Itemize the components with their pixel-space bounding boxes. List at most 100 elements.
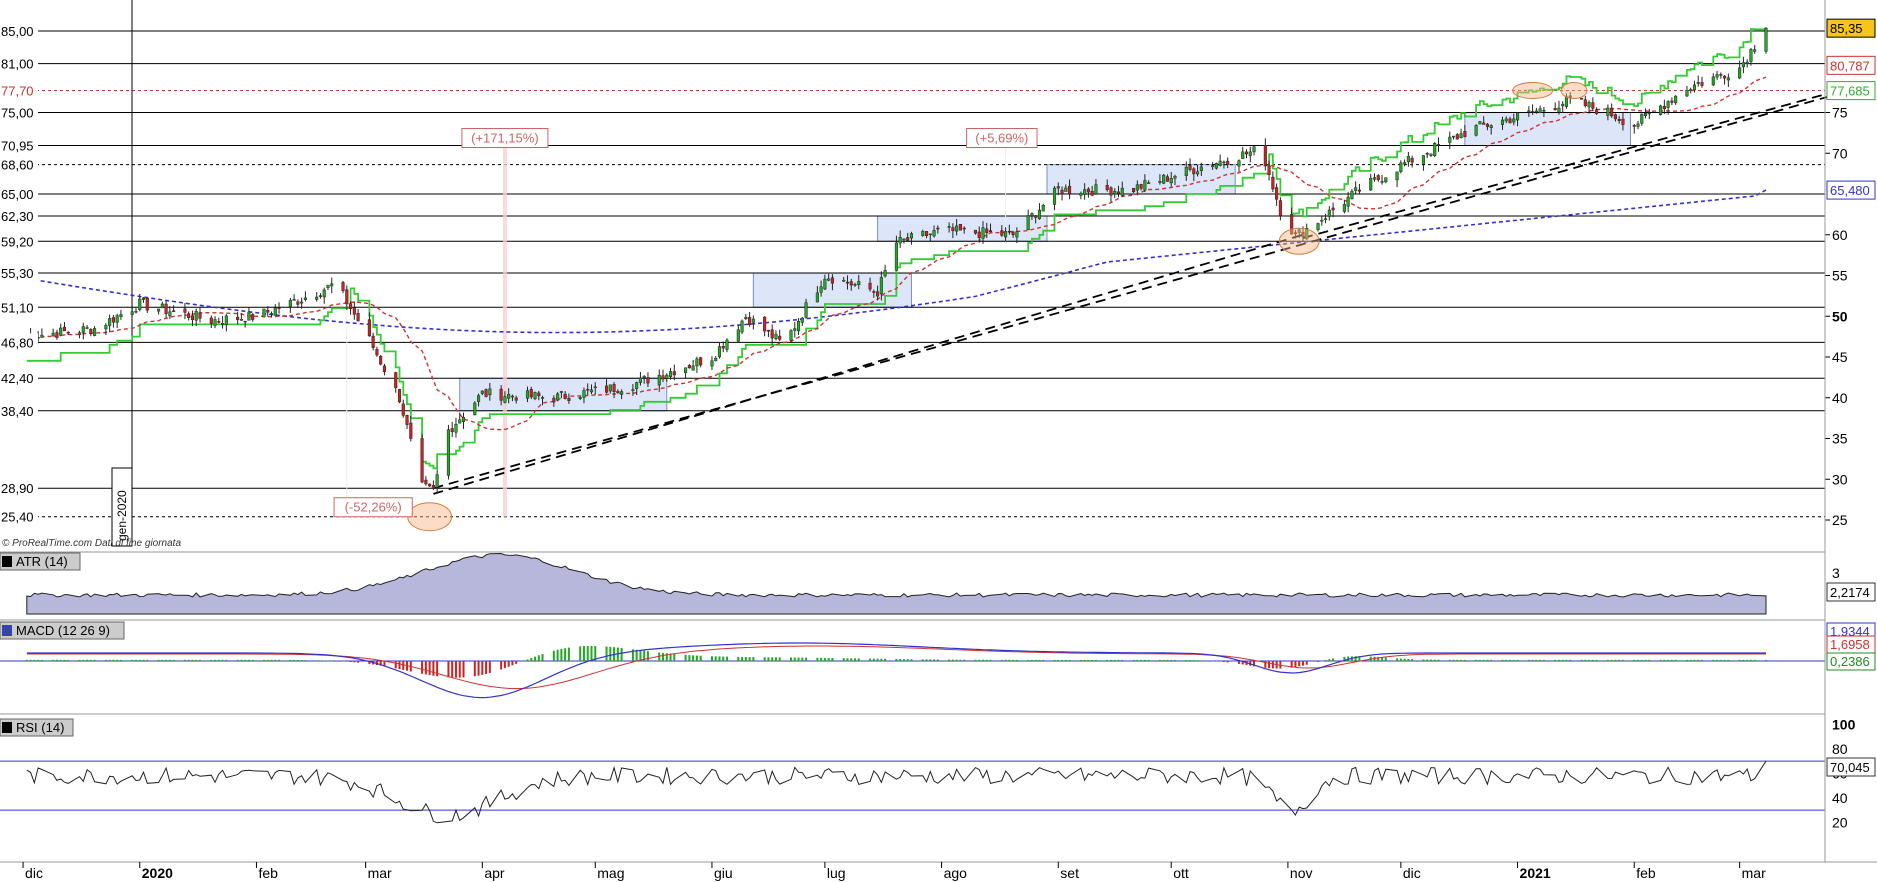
macd-bar [436,661,439,677]
candle-body [631,389,635,391]
price-badge-bg [1826,180,1876,200]
macd-bar [293,659,296,661]
candle-body [973,229,978,234]
macd-bar [722,656,725,661]
candle-body [525,390,530,399]
level-label-bg [0,507,38,526]
macd-bar [1008,659,1011,661]
macd-bar [526,659,529,661]
macd-bar [270,659,273,661]
price-badge: 85,35 [1830,21,1863,36]
macd-bar [500,661,503,670]
sma-short-line [26,76,1767,431]
consolidation-boxes [459,112,1631,412]
candle-body [1485,123,1489,127]
macd-bar [481,661,484,675]
candle-body [345,289,349,305]
candle-body [951,227,955,232]
candle-body [635,382,639,390]
candle-body [857,281,861,285]
candle-body [111,317,115,323]
macd-bar [1542,659,1545,661]
macd-bar [82,659,85,661]
macd-bar [1407,658,1410,661]
atr-area [26,552,1767,615]
marker-date-label: gen-2020 [111,467,133,547]
candle-body [1711,76,1715,86]
macd-bar [763,657,766,661]
macd-bar [823,657,826,661]
candle-body [1165,176,1170,182]
macd-bar [507,661,510,667]
candle-body [484,389,488,397]
macd-bar [620,647,623,661]
macd-bar [345,661,348,662]
macd-bar [820,657,823,661]
month-label: mar [368,865,392,881]
candle-body [1719,74,1723,76]
candle-body [477,395,481,402]
highlight-ellipse [1560,81,1588,99]
candle-body [273,307,277,316]
macd-bar [353,661,356,663]
macd-bar [579,646,582,661]
macd-bar [552,650,555,661]
candle-body [1508,118,1512,124]
macd-bar [1057,659,1060,661]
candle-body [691,365,695,371]
candle-body [164,303,168,314]
candle-body [428,483,432,487]
candle-body [168,311,172,317]
macd-bar [1765,659,1767,661]
macd-bar [1087,659,1090,661]
macd-bar [1109,659,1112,661]
percent-annotations: (-52,26%) (+171,15%) (+5,69%) [333,128,1038,518]
macd-bar [699,655,702,661]
macd-bar [1147,659,1150,661]
macd-bar [1381,657,1384,661]
macd-bar [383,661,386,667]
candle-body [499,388,503,401]
candle-body [1056,186,1060,189]
macd-bar [1132,659,1135,661]
level-label-bg [0,298,38,317]
atr-panel: ATR (14) 3 2,2174 [0,551,1876,615]
level-label-bg [0,103,38,122]
price-badge: 77,685 [1830,84,1870,99]
macd-bar [296,659,299,661]
macd-bar [1004,659,1007,661]
macd-bar [37,659,40,661]
macd-bar [1588,659,1591,661]
macd-bar [827,657,830,661]
candle-body [589,389,594,393]
level-label: 25,40 [1,510,34,525]
candle-body [1199,166,1203,172]
candle-body [902,238,906,241]
macd-bar [985,659,988,661]
macd-bar [236,659,239,661]
candle-body [341,282,345,291]
candle-body [59,327,63,336]
macd-bar [1456,659,1459,661]
candle-body [318,295,322,297]
candle-body [763,316,767,332]
candle-body [1030,213,1034,216]
level-label-bg [0,81,38,100]
month-label: mag [597,865,624,881]
candle-body [586,388,590,391]
candle-body [1132,187,1136,193]
level-label-bg [0,54,38,73]
macd-bar [1565,659,1568,661]
macd-bar [1241,661,1244,665]
candle-body [1670,100,1674,103]
candle-body [988,230,993,232]
macd-bar [1505,659,1508,661]
macd-bar [902,659,905,661]
macd-bar [1429,659,1432,661]
macd-bar [692,655,695,661]
candle-body [1011,231,1015,235]
candle-body [1659,105,1663,115]
candle-body [1410,157,1414,163]
macd-bar [1015,659,1018,661]
